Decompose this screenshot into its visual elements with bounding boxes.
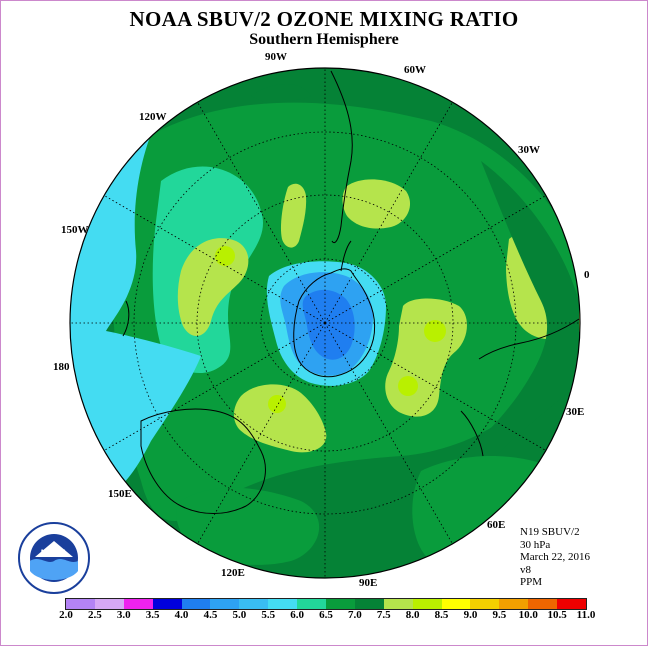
lon-label-0: 0 [584, 269, 590, 281]
color-scale-tick-label: 3.0 [116, 609, 131, 621]
color-scale-ticks: 2.0 2.5 3.0 3.5 4.0 4.5 5.0 5.5 6.0 6.5 7.0 7.5 8.0 8… [1, 609, 647, 623]
field-6p5-s [176, 487, 320, 565]
lon-label-180: 180 [53, 361, 70, 373]
color-scale-swatch [210, 599, 240, 609]
lon-label-120w: 120W [139, 111, 167, 123]
info-pressure: 30 hPa [520, 538, 551, 551]
color-scale-tick-label: 9.5 [492, 609, 507, 621]
field-8p0-c [398, 376, 418, 396]
color-scale-swatch [239, 599, 269, 609]
color-scale-tick-label: 3.5 [145, 609, 160, 621]
color-scale-swatch [354, 599, 384, 609]
lon-label-90w: 90W [265, 51, 287, 63]
field-7p5-e [342, 179, 411, 229]
color-scale-tick-label: 9.0 [463, 609, 478, 621]
lon-label-120e: 120E [221, 567, 245, 579]
lon-label-90e: 90E [359, 577, 378, 589]
color-scale-swatch [66, 599, 95, 609]
south-america-coast [330, 70, 353, 244]
antarctic-peninsula [340, 240, 352, 272]
madagascar-coast [460, 410, 484, 457]
color-scale-tick-label: 5.5 [261, 609, 276, 621]
color-scale-tick-label: 2.5 [88, 609, 102, 621]
color-scale-swatch [268, 599, 298, 609]
field-7p5-f [280, 183, 307, 248]
page-title: NOAA SBUV/2 OZONE MIXING RATIO [129, 7, 519, 31]
color-scale-tick-label: 6.0 [290, 609, 304, 621]
color-scale-swatch [326, 599, 355, 609]
noaa-logo-text: NOAA [41, 548, 68, 558]
color-scale-swatch [499, 599, 529, 609]
info-version: v8 [520, 563, 531, 576]
antarctica-coast [293, 268, 376, 378]
field-7p0-band-n [251, 83, 311, 103]
color-scale-tick-label: 8.0 [405, 609, 420, 621]
field-7p5-d [233, 384, 327, 453]
africa-coast [478, 318, 580, 360]
color-scale-swatch [441, 599, 471, 609]
lon-label-60e: 60E [487, 519, 506, 531]
new-zealand-coast [122, 300, 130, 337]
color-scale-tick-label: 10.0 [518, 609, 538, 621]
color-scale-tick-label: 10.5 [547, 609, 567, 621]
color-scale-tick-label: 7.0 [348, 609, 362, 621]
field-8p0-a [215, 246, 235, 266]
field-7p0-band-e [431, 161, 579, 480]
australia-coast [140, 408, 266, 514]
info-satellite: N19 SBUV/2 [520, 526, 580, 538]
ozone-field [70, 68, 580, 578]
product-info: N19 SBUV/2 30 hPa March 22, 2016 v8 PPM [520, 526, 590, 589]
graticule [71, 68, 579, 578]
lon-label-150w: 150W [61, 224, 89, 236]
color-scale-swatch [297, 599, 327, 609]
color-scale-tick-label: 7.5 [376, 609, 391, 621]
info-date: March 22, 2016 [520, 551, 590, 563]
color-scale-tick-label: 6.5 [319, 609, 333, 621]
color-scale-tick-label: 5.0 [232, 609, 247, 621]
color-scale-swatch [412, 599, 442, 609]
field-8p0-d [268, 395, 286, 413]
info-units: PPM [520, 576, 543, 588]
noaa-logo-icon: NOAA [18, 522, 90, 594]
color-scale-swatch [470, 599, 500, 609]
color-scale [65, 598, 587, 610]
color-scale-swatch [152, 599, 182, 609]
field-8p0-b [424, 320, 446, 342]
color-scale-swatch [383, 599, 413, 609]
lon-label-150e: 150E [108, 488, 132, 500]
color-scale-swatch [528, 599, 558, 609]
color-scale-swatch [94, 599, 124, 609]
color-scale-swatch [181, 599, 211, 609]
lon-label-30e: 30E [566, 406, 585, 418]
color-scale-swatch [557, 599, 587, 609]
color-scale-tick-label: 11.0 [576, 609, 596, 621]
color-scale-tick-label: 4.5 [203, 609, 218, 621]
lon-label-30w: 30W [518, 144, 540, 156]
map-boundary [69, 67, 581, 579]
color-scale-tick-label: 2.0 [59, 609, 73, 621]
page-subtitle: Southern Hemisphere [249, 31, 399, 48]
lon-label-60w: 60W [404, 64, 426, 76]
coastlines [122, 70, 580, 514]
color-scale-tick-label: 4.0 [174, 609, 189, 621]
color-scale-tick-label: 8.5 [434, 609, 449, 621]
color-scale-swatch [123, 599, 153, 609]
